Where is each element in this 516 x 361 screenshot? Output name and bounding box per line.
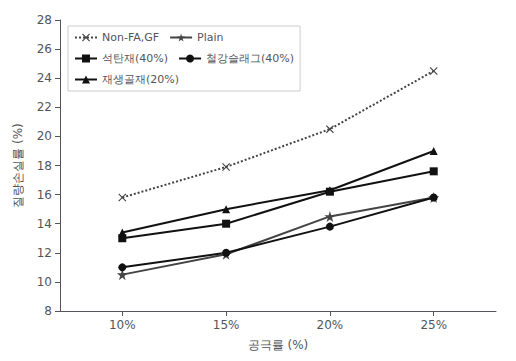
svg-text:22: 22 bbox=[37, 100, 52, 114]
svg-text:공극률 (%): 공극률 (%) bbox=[248, 338, 309, 352]
svg-text:24: 24 bbox=[37, 71, 52, 85]
svg-text:20%: 20% bbox=[317, 318, 344, 332]
svg-text:16: 16 bbox=[37, 188, 52, 202]
svg-text:재생골재(20%): 재생골재(20%) bbox=[102, 73, 179, 86]
svg-text:25%: 25% bbox=[420, 318, 447, 332]
svg-text:10%: 10% bbox=[109, 318, 136, 332]
svg-text:철강슬래그(40%): 철강슬래그(40%) bbox=[206, 52, 294, 65]
svg-text:Non-FA,GF: Non-FA,GF bbox=[102, 31, 159, 44]
svg-text:28: 28 bbox=[37, 13, 52, 27]
svg-text:12: 12 bbox=[37, 246, 52, 260]
svg-text:14: 14 bbox=[37, 217, 52, 231]
svg-text:18: 18 bbox=[37, 159, 52, 173]
svg-text:Plain: Plain bbox=[197, 31, 223, 44]
svg-text:15%: 15% bbox=[213, 318, 240, 332]
svg-text:석탄재(40%): 석탄재(40%) bbox=[102, 52, 168, 65]
svg-text:8: 8 bbox=[44, 304, 52, 318]
svg-text:20: 20 bbox=[37, 129, 52, 143]
svg-text:질량손실률 (%): 질량손실률 (%) bbox=[11, 123, 25, 208]
svg-text:26: 26 bbox=[37, 42, 52, 56]
svg-text:10: 10 bbox=[37, 275, 52, 289]
